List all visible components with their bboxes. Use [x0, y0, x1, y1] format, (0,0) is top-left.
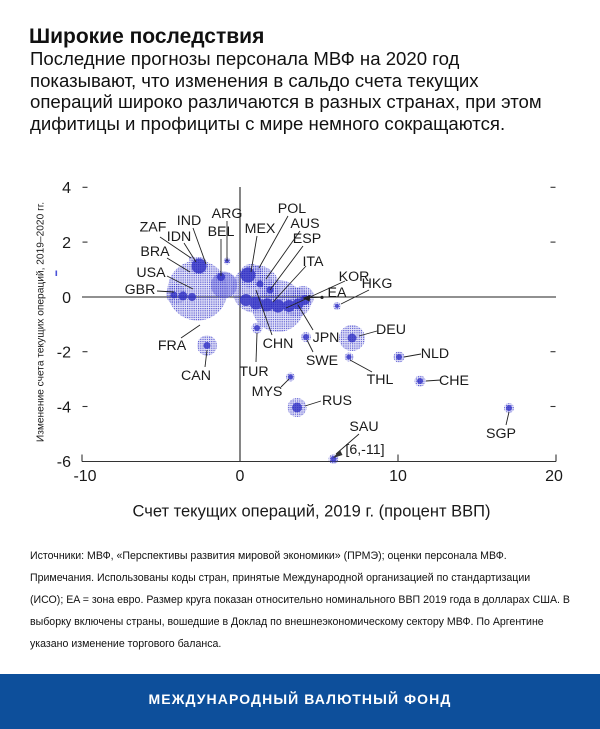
svg-text:SAU: SAU — [349, 419, 378, 435]
svg-text:ZAF: ZAF — [140, 220, 167, 236]
svg-text:CHE: CHE — [439, 373, 469, 389]
svg-text:JPN: JPN — [313, 330, 340, 346]
svg-text:ITA: ITA — [302, 254, 324, 270]
svg-text:10: 10 — [389, 468, 407, 485]
svg-text:SWE: SWE — [306, 353, 338, 369]
svg-text:AUS: AUS — [290, 216, 319, 232]
svg-text:CAN: CAN — [181, 368, 211, 384]
svg-text:[6,-11]: [6,-11] — [345, 442, 384, 458]
svg-text:BRA: BRA — [140, 244, 170, 260]
svg-text:0: 0 — [62, 290, 71, 307]
svg-text:USA: USA — [136, 265, 166, 281]
svg-text:RUS: RUS — [322, 393, 352, 409]
svg-text:2: 2 — [62, 235, 71, 252]
svg-text:CHN: CHN — [263, 336, 294, 352]
svg-text:MEX: MEX — [245, 221, 276, 237]
svg-text:-6: -6 — [57, 454, 71, 471]
svg-text:Счет текущих операций, 2019 г.: Счет текущих операций, 2019 г. (процент … — [133, 503, 491, 521]
svg-text:NLD: NLD — [421, 346, 449, 362]
svg-text:FRA: FRA — [158, 338, 187, 354]
svg-text:THL: THL — [367, 372, 394, 388]
svg-text:SGP: SGP — [486, 426, 516, 442]
svg-text:IND: IND — [177, 213, 201, 229]
svg-text:EA: EA — [328, 285, 347, 301]
svg-text:KOR: KOR — [339, 269, 370, 285]
svg-text:POL: POL — [278, 201, 306, 217]
svg-text:-10: -10 — [73, 468, 96, 485]
svg-text:-2: -2 — [57, 345, 71, 362]
svg-text:HKG: HKG — [362, 276, 393, 292]
svg-text:TUR: TUR — [239, 364, 268, 380]
svg-text:Изменение счета текущих операц: Изменение счета текущих операций, 2019–2… — [36, 202, 47, 442]
svg-text:DEU: DEU — [376, 322, 406, 338]
svg-text:-4: -4 — [57, 400, 71, 417]
svg-text:20: 20 — [545, 468, 563, 485]
svg-text:BEL: BEL — [208, 224, 235, 240]
svg-text:4: 4 — [62, 180, 71, 197]
svg-text:ARG: ARG — [212, 206, 243, 222]
svg-text:IDN: IDN — [167, 229, 191, 245]
svg-text:MYS: MYS — [252, 384, 283, 400]
svg-text:ESP: ESP — [293, 231, 321, 247]
svg-text:GBR: GBR — [125, 282, 156, 298]
svg-text:0: 0 — [236, 468, 245, 485]
